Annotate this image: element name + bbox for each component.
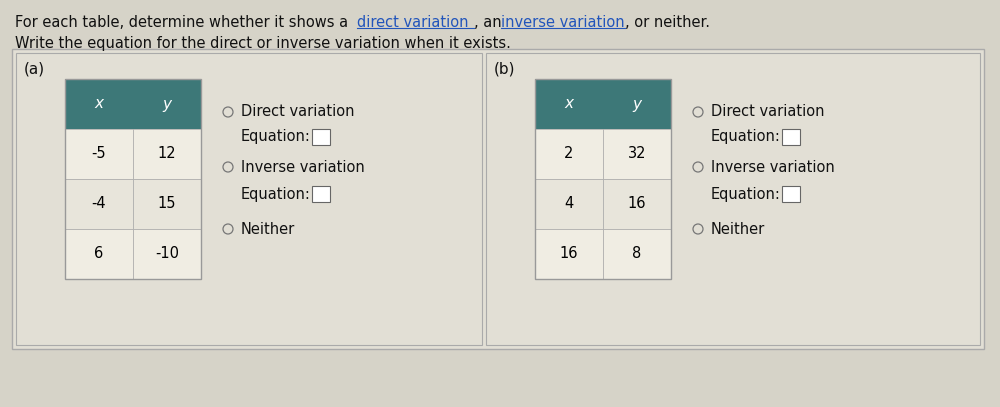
- FancyBboxPatch shape: [16, 53, 482, 345]
- FancyBboxPatch shape: [603, 179, 671, 229]
- Text: x: x: [564, 96, 574, 112]
- FancyBboxPatch shape: [133, 229, 201, 279]
- FancyBboxPatch shape: [535, 79, 671, 129]
- Text: 16: 16: [560, 247, 578, 262]
- Text: 15: 15: [158, 197, 176, 212]
- FancyBboxPatch shape: [65, 129, 133, 179]
- Text: (a): (a): [24, 61, 45, 76]
- Text: y: y: [162, 96, 172, 112]
- Text: Inverse variation: Inverse variation: [711, 160, 835, 175]
- Text: x: x: [94, 96, 104, 112]
- FancyBboxPatch shape: [12, 49, 984, 349]
- FancyBboxPatch shape: [486, 53, 980, 345]
- Text: Direct variation: Direct variation: [711, 105, 824, 120]
- Text: Equation:: Equation:: [241, 186, 311, 201]
- Text: 2: 2: [564, 147, 574, 162]
- Text: -10: -10: [155, 247, 179, 262]
- FancyBboxPatch shape: [312, 186, 330, 202]
- FancyBboxPatch shape: [65, 179, 133, 229]
- FancyBboxPatch shape: [65, 229, 133, 279]
- Text: , an: , an: [474, 15, 506, 30]
- Text: Write the equation for the direct or inverse variation when it exists.: Write the equation for the direct or inv…: [15, 36, 511, 51]
- Text: 32: 32: [628, 147, 646, 162]
- FancyBboxPatch shape: [535, 129, 603, 179]
- Text: direct variation: direct variation: [357, 15, 468, 30]
- Text: , or neither.: , or neither.: [625, 15, 710, 30]
- FancyBboxPatch shape: [133, 129, 201, 179]
- Text: -5: -5: [92, 147, 106, 162]
- Text: 12: 12: [158, 147, 176, 162]
- FancyBboxPatch shape: [535, 229, 603, 279]
- Text: 4: 4: [564, 197, 574, 212]
- Text: -4: -4: [92, 197, 106, 212]
- FancyBboxPatch shape: [65, 79, 201, 129]
- FancyBboxPatch shape: [782, 129, 800, 145]
- Text: Neither: Neither: [711, 221, 765, 236]
- Text: 6: 6: [94, 247, 104, 262]
- Text: (b): (b): [494, 61, 516, 76]
- Text: Neither: Neither: [241, 221, 295, 236]
- Text: 16: 16: [628, 197, 646, 212]
- Text: inverse variation: inverse variation: [501, 15, 625, 30]
- FancyBboxPatch shape: [133, 179, 201, 229]
- Text: Direct variation: Direct variation: [241, 105, 354, 120]
- Text: y: y: [633, 96, 642, 112]
- FancyBboxPatch shape: [312, 129, 330, 145]
- Text: 8: 8: [632, 247, 642, 262]
- Text: Equation:: Equation:: [711, 129, 781, 144]
- Text: For each table, determine whether it shows a: For each table, determine whether it sho…: [15, 15, 353, 30]
- FancyBboxPatch shape: [782, 186, 800, 202]
- Text: Inverse variation: Inverse variation: [241, 160, 365, 175]
- Text: Equation:: Equation:: [241, 129, 311, 144]
- FancyBboxPatch shape: [603, 229, 671, 279]
- FancyBboxPatch shape: [603, 129, 671, 179]
- Text: Equation:: Equation:: [711, 186, 781, 201]
- FancyBboxPatch shape: [535, 179, 603, 229]
